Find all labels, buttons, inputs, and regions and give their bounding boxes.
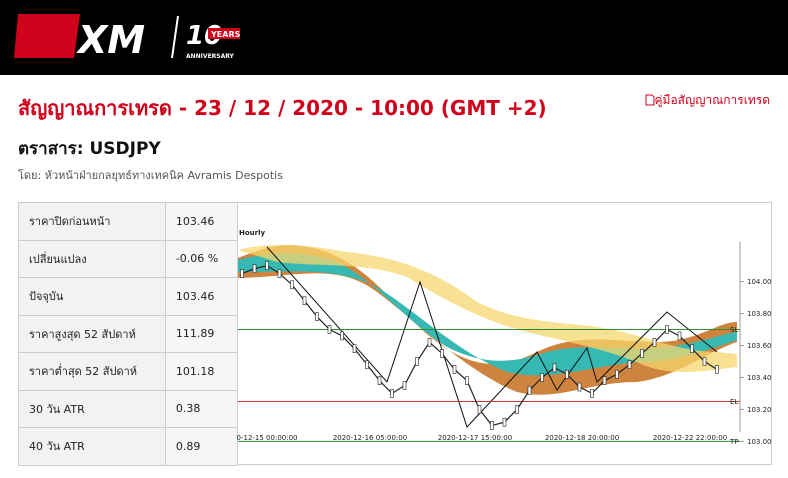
stat-label: 30 วัน ATR: [18, 389, 166, 428]
level-label: TP: [729, 438, 739, 446]
table-row: ปัจจุบัน 103.46: [18, 277, 239, 316]
guide-text[interactable]: คู่มือสัญญาณการเทรด: [654, 93, 771, 107]
x-tick-label: 0-12-15 00:00:00: [237, 434, 297, 442]
candle: [252, 264, 257, 274]
candle: [690, 344, 694, 353]
stat-value: 0.38: [164, 389, 239, 428]
table-row: ราคาต่ำสุด 52 สัปดาห์ 101.18: [18, 352, 239, 391]
y-tick-label: 103.20: [747, 406, 772, 414]
candle: [665, 325, 669, 334]
candle: [415, 357, 419, 366]
stat-label: ปัจจุบัน: [18, 277, 166, 316]
y-tick-label: 103.80: [747, 310, 772, 318]
byline: โดย: หัวหน้าฝ่ายกลยุทธ์ทางเทคนิค Avramis…: [18, 169, 283, 182]
x-tick-label: 2020-12-16 05:00:00: [333, 434, 407, 442]
table-row: เปลี่ยนแปลง -0.06 %: [18, 239, 239, 278]
table-row: 40 วัน ATR 0.89: [18, 427, 239, 466]
logo-brand: XM: [76, 18, 145, 62]
pdf-icon: [645, 94, 654, 106]
stats-table: ราคาปิดก่อนหน้า 103.46 เปลี่ยนแปลง -0.06 % ป…: [18, 202, 239, 466]
candle: [715, 365, 719, 374]
instrument: ตราสาร: USDJPY: [18, 139, 161, 159]
stat-label: 40 วัน ATR: [18, 427, 166, 466]
candle: [277, 269, 282, 278]
candle: [440, 349, 444, 358]
candle: [327, 325, 332, 334]
y-tick-label: 103.60: [747, 342, 772, 350]
candle: [652, 337, 657, 347]
candle: [377, 376, 382, 385]
candle: [490, 421, 494, 430]
stat-value: 111.89: [164, 314, 239, 353]
band-yellow: [238, 244, 737, 372]
candle: [590, 389, 594, 398]
y-tick-label: 103.00: [747, 438, 772, 446]
candle: [602, 376, 607, 385]
guide-link[interactable]: คู่มือสัญญาณการเทรด: [645, 91, 771, 110]
stat-value: -0.06 %: [164, 239, 239, 278]
stat-value: 101.18: [164, 352, 239, 391]
page-title: สัญญาณการเทรด - 23 / 12 / 2020 - 10:00 (…: [18, 96, 547, 120]
candle: [552, 363, 557, 373]
candle: [465, 376, 469, 385]
logo-anniversary: ANNIVERSARY: [186, 53, 235, 60]
stat-label: เปลี่ยนแปลง: [18, 239, 166, 278]
stat-value: 103.46: [164, 202, 239, 241]
level-label: EL: [730, 398, 738, 406]
table-row: 30 วัน ATR 0.38: [18, 389, 239, 428]
x-tick-label: 2020-12-22 22:00:00: [653, 434, 727, 442]
logo[interactable]: XM 10 YEARS ANNIVERSARY: [0, 0, 260, 75]
candle: [427, 337, 432, 347]
stat-label: ราคาปิดก่อนหน้า: [18, 202, 166, 241]
logo-years: YEARS: [210, 30, 241, 39]
candle: [515, 405, 519, 414]
x-tick-label: 2020-12-18 20:00:00: [545, 434, 619, 442]
candle: [702, 357, 707, 366]
candle: [265, 261, 269, 270]
stat-label: ราคาต่ำสุด 52 สัปดาห์: [18, 352, 166, 391]
candle: [390, 389, 394, 398]
y-tick-label: 104.00: [747, 278, 772, 286]
candle: [452, 365, 457, 374]
candle: [402, 381, 407, 390]
candle: [365, 360, 369, 369]
candle: [240, 269, 244, 278]
candle: [565, 369, 569, 379]
candle: [290, 280, 294, 290]
chart: Hourly 104.00 103.80 103.60 103.40 103.20 103.…: [237, 202, 772, 465]
band-inner: [238, 253, 737, 376]
stat-label: ราคาสูงสุด 52 สัปดาห์: [18, 314, 166, 353]
candle: [315, 312, 319, 322]
y-tick-label: 103.40: [747, 374, 772, 382]
stat-value: 0.89: [164, 427, 239, 466]
candle: [340, 331, 344, 341]
zigzag: [266, 246, 718, 428]
level-label: SL: [730, 326, 738, 334]
candle: [615, 369, 619, 379]
x-tick-label: 2020-12-17 15:00:00: [438, 434, 512, 442]
timeframe: Hourly: [239, 229, 266, 237]
candle: [527, 385, 532, 395]
header: XM 10 YEARS ANNIVERSARY: [0, 0, 788, 75]
stat-value: 103.46: [164, 277, 239, 316]
candle: [640, 349, 644, 358]
candle: [477, 405, 482, 414]
table-row: ราคาปิดก่อนหน้า 103.46: [18, 202, 239, 241]
candle: [502, 417, 507, 427]
candle: [540, 373, 544, 382]
candle: [627, 360, 632, 369]
candle: [302, 296, 307, 306]
candle: [577, 382, 582, 392]
candle: [352, 344, 357, 353]
table-row: ราคาสูงสุด 52 สัปดาห์ 111.89: [18, 314, 239, 353]
candle: [677, 331, 682, 341]
